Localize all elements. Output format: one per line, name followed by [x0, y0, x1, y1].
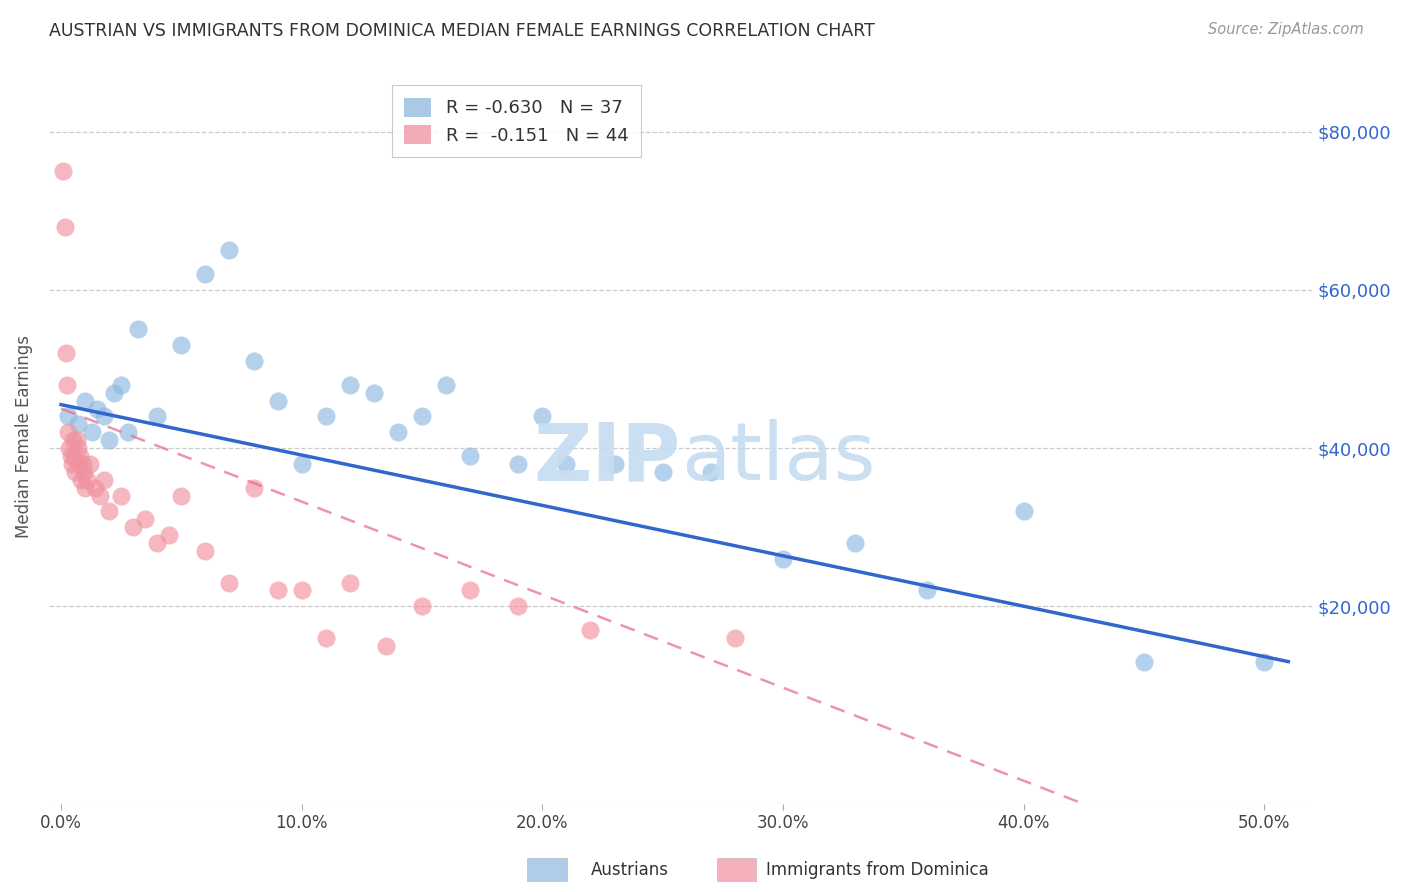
Point: [363, 385, 385, 400]
Point: [508, 457, 530, 471]
Point: [339, 377, 361, 392]
Point: [98, 504, 121, 518]
Point: [458, 449, 481, 463]
Point: [73, 465, 96, 479]
Point: [58, 409, 80, 424]
Point: [55, 346, 77, 360]
Point: [98, 434, 121, 448]
Point: [194, 267, 217, 281]
Point: [170, 338, 193, 352]
Point: [242, 354, 264, 368]
Point: [700, 465, 723, 479]
Legend: R = -0.630   N = 37, R =  -0.151   N = 44: R = -0.630 N = 37, R = -0.151 N = 44: [392, 85, 641, 157]
Point: [242, 481, 264, 495]
Point: [72, 457, 94, 471]
Point: [76, 473, 98, 487]
Point: [411, 409, 433, 424]
Point: [146, 536, 169, 550]
Point: [458, 583, 481, 598]
Point: [772, 551, 794, 566]
Point: [53, 219, 76, 234]
Point: [63, 449, 86, 463]
Point: [89, 489, 111, 503]
Point: [724, 631, 747, 645]
Point: [59, 449, 82, 463]
Point: [75, 481, 97, 495]
Point: [291, 583, 314, 598]
Point: [531, 409, 554, 424]
Point: [1133, 655, 1156, 669]
Point: [58, 425, 80, 440]
Point: [411, 599, 433, 614]
Point: [86, 401, 108, 416]
Point: [82, 425, 104, 440]
Point: [110, 377, 132, 392]
Point: [122, 520, 145, 534]
Point: [93, 473, 115, 487]
Point: [75, 393, 97, 408]
Point: [60, 457, 83, 471]
Point: [218, 244, 240, 258]
Point: [79, 457, 101, 471]
Point: [110, 489, 132, 503]
Point: [194, 544, 217, 558]
Text: ZIP: ZIP: [533, 419, 681, 498]
Point: [315, 409, 337, 424]
Point: [127, 322, 149, 336]
Point: [93, 409, 115, 424]
Point: [66, 417, 89, 432]
Point: [339, 575, 361, 590]
Point: [291, 457, 314, 471]
Text: Immigrants from Dominica: Immigrants from Dominica: [766, 861, 988, 879]
Point: [56, 377, 79, 392]
Point: [66, 441, 89, 455]
Point: [70, 473, 93, 487]
Point: [65, 465, 87, 479]
Point: [434, 377, 457, 392]
Point: [146, 409, 169, 424]
Text: Austrians: Austrians: [591, 861, 668, 879]
Point: [66, 434, 89, 448]
Point: [117, 425, 139, 440]
Point: [103, 385, 125, 400]
Point: [1253, 655, 1275, 669]
Point: [67, 457, 90, 471]
Text: Source: ZipAtlas.com: Source: ZipAtlas.com: [1208, 22, 1364, 37]
Y-axis label: Median Female Earnings: Median Female Earnings: [15, 334, 32, 538]
Point: [555, 457, 578, 471]
Point: [266, 583, 288, 598]
Point: [83, 481, 105, 495]
Point: [218, 575, 240, 590]
Point: [315, 631, 337, 645]
Point: [508, 599, 530, 614]
Point: [579, 623, 602, 637]
Text: atlas: atlas: [681, 419, 875, 498]
Point: [170, 489, 193, 503]
Point: [917, 583, 939, 598]
Point: [374, 639, 396, 653]
Point: [62, 434, 84, 448]
Point: [134, 512, 156, 526]
Point: [266, 393, 288, 408]
Point: [603, 457, 626, 471]
Text: AUSTRIAN VS IMMIGRANTS FROM DOMINICA MEDIAN FEMALE EARNINGS CORRELATION CHART: AUSTRIAN VS IMMIGRANTS FROM DOMINICA MED…: [49, 22, 875, 40]
Point: [1012, 504, 1035, 518]
Point: [58, 441, 80, 455]
Point: [52, 164, 75, 178]
Point: [157, 528, 180, 542]
Point: [69, 449, 91, 463]
Point: [387, 425, 409, 440]
Point: [651, 465, 673, 479]
Point: [844, 536, 866, 550]
